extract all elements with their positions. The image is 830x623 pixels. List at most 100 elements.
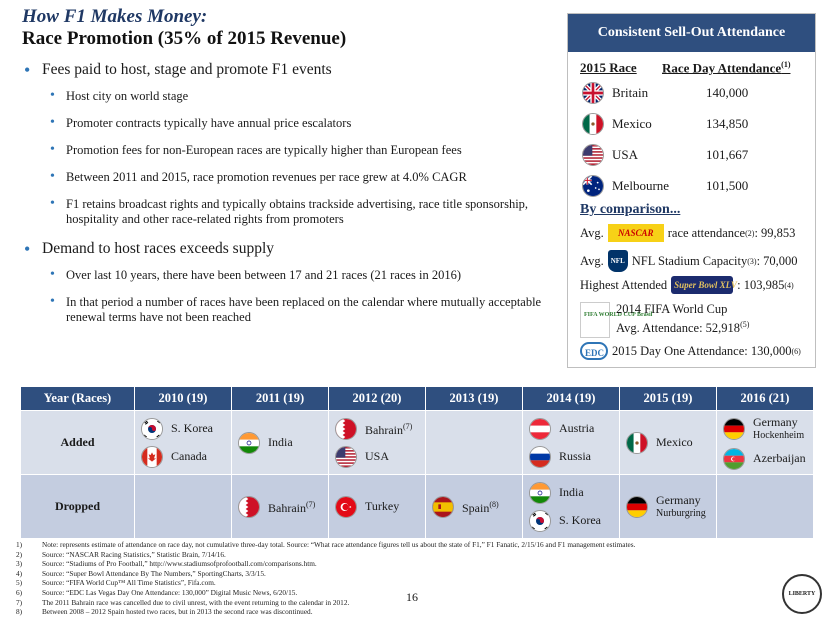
bullet-secondary: F1 retains broadcast rights and typicall… (22, 196, 542, 227)
race-entry: Turkey (335, 495, 425, 518)
added-cell: Mexico (619, 410, 717, 475)
dropped-cell: Bahrain(7) (231, 474, 329, 539)
superbowl-logo: Super Bowl XLV (671, 276, 737, 294)
header-season: 2014 (19) (522, 386, 620, 411)
south-korea-flag (529, 509, 551, 532)
race-entry: Bahrain(7) (238, 495, 328, 518)
added-cell: Austria Russia (522, 410, 620, 475)
dropped-cell (134, 474, 232, 539)
usa-flag (582, 144, 604, 166)
dropped-cell (716, 474, 814, 539)
attendance-panel: Consistent Sell-Out Attendance 2015 Race… (567, 13, 816, 368)
race-entry-name: S. Korea (559, 513, 601, 527)
nfl-logo: NFL (607, 250, 628, 272)
mexico-flag (582, 113, 604, 135)
header-year: Year (Races) (20, 386, 135, 411)
bullet-primary: Demand to host races exceeds supply (22, 239, 542, 259)
by-comparison-label: By comparison... (580, 202, 681, 217)
race-name: Melbourne (612, 178, 670, 193)
liberty-logo: LIBERTY (782, 574, 822, 614)
race-entry: Germany Nurburgring (626, 492, 716, 520)
dropped-cell: Germany Nurburgring (619, 474, 717, 539)
nascar-logo: NASCAR (607, 224, 664, 242)
dropped-cell: Turkey (328, 474, 426, 539)
race-entry: USA (335, 445, 425, 468)
south-korea-flag (141, 417, 163, 440)
usa-flag (335, 445, 357, 468)
race-attendance-value: 140,000 (706, 85, 749, 100)
race-entry-name: Azerbaijan (753, 451, 806, 465)
bahrain-flag (238, 495, 260, 518)
race-attendance-row: Mexico 134,850 (582, 113, 802, 135)
bullet-secondary: Over last 10 years, there have been betw… (22, 267, 542, 283)
edc-comparison: EDC 2015 Day One Attendance: 130,000 (6) (580, 342, 801, 360)
germany-flag (626, 495, 648, 518)
footnote: 3) Source: “Stadiums of Pro Football,” ht… (16, 559, 317, 569)
header-season: 2011 (19) (231, 386, 329, 411)
race-entry-name: S. Korea (171, 421, 213, 435)
bullet-primary: Fees paid to host, stage and promote F1 … (22, 60, 542, 80)
race-entry-circuit: Nurburgring (656, 507, 706, 519)
nfl-comparison: Avg. NFL NFL Stadium Capacity (3): 70,000 (580, 250, 798, 272)
header-season: 2012 (20) (328, 386, 426, 411)
fifa-logo: FIFA WORLD CUP Brasil (580, 302, 652, 338)
added-cell: India (231, 410, 329, 475)
fifa-comparison: FIFA WORLD CUP Brasil 2014 FIFA World Cu… (580, 302, 749, 338)
race-entry-name: Germany (753, 414, 798, 429)
race-attendance-row: Melbourne 101,500 (582, 175, 802, 197)
race-entry: India (529, 481, 619, 504)
added-cell: S. Korea Canada (134, 410, 232, 475)
superbowl-comparison: Highest Attended Super Bowl XLV : 103,98… (580, 276, 794, 294)
race-entry-name: Germany (656, 492, 701, 507)
race-attendance-value: 101,500 (706, 178, 749, 193)
race-entry-note: (7) (403, 422, 413, 431)
race-entry: Mexico (626, 431, 716, 454)
race-entry-note: (8) (489, 500, 499, 509)
race-entry-name: Spain (462, 501, 490, 515)
title-line-2: Race Promotion (35% of 2015 Revenue) (22, 28, 347, 49)
race-entry-name: Canada (171, 449, 207, 463)
dropped-row-label: Dropped (20, 474, 135, 539)
page-title: How F1 Makes Money: Race Promotion (35% … (22, 6, 346, 50)
race-name: USA (612, 147, 639, 162)
panel-heading: Consistent Sell-Out Attendance (568, 14, 815, 52)
col-attendance-header: Race Day Attendance(1) (662, 60, 791, 76)
bullet-secondary: Promotion fees for non-European races ar… (22, 142, 542, 158)
dropped-cell: Spain(8) (425, 474, 523, 539)
germany-flag (723, 417, 745, 440)
footnote: 8) Between 2008 – 2012 Spain hosted two r… (16, 607, 313, 617)
race-changes-table: Year (Races) 2010 (19) 2011 (19) 2012 (20) 2… (20, 386, 814, 539)
race-attendance-value: 134,850 (706, 116, 749, 131)
race-name: Britain (612, 85, 649, 100)
footnote: 7) The 2011 Bahrain race was cancelled du… (16, 597, 350, 607)
footnote: 2) Source: “NASCAR Racing Statistics,” St… (16, 549, 226, 559)
india-flag (529, 481, 551, 504)
bullet-list: Fees paid to host, stage and promote F1 … (22, 60, 542, 337)
race-entry-name: India (559, 485, 584, 499)
edc-logo: EDC (580, 342, 608, 360)
dropped-cell: India S. Korea (522, 474, 620, 539)
nascar-comparison: Avg. NASCAR race attendance (2): 99,853 (580, 224, 795, 242)
col-race-header: 2015 Race (580, 60, 637, 75)
race-entry-note: (7) (306, 500, 316, 509)
bullet-secondary: In that period a number of races have be… (22, 294, 542, 325)
footnote: 6) Source: “EDC Las Vegas Day One Attenda… (16, 587, 298, 597)
mexico-flag (626, 431, 648, 454)
race-entry-name: Bahrain (268, 501, 306, 515)
header-season: 2013 (19) (425, 386, 523, 411)
added-cell: Germany Hockenheim Azerbaijan (716, 410, 814, 475)
bahrain-flag (335, 417, 357, 440)
bullet-secondary: Host city on world stage (22, 88, 542, 104)
race-entry: Bahrain(7) (335, 417, 425, 440)
azerbaijan-flag (723, 447, 745, 470)
race-entry: Austria (529, 417, 619, 440)
race-entry: Azerbaijan (723, 447, 813, 470)
race-entry: Spain(8) (432, 495, 522, 518)
race-entry: India (238, 431, 328, 454)
india-flag (238, 431, 260, 454)
race-attendance-value: 101,667 (706, 147, 749, 162)
footnote: 5) Source: “FIFA World Cup™ All Time Stat… (16, 578, 216, 588)
header-season: 2015 (19) (619, 386, 717, 411)
footnotes: 1) Note: represents estimate of attendanc… (16, 540, 736, 617)
canada-flag (141, 445, 163, 468)
